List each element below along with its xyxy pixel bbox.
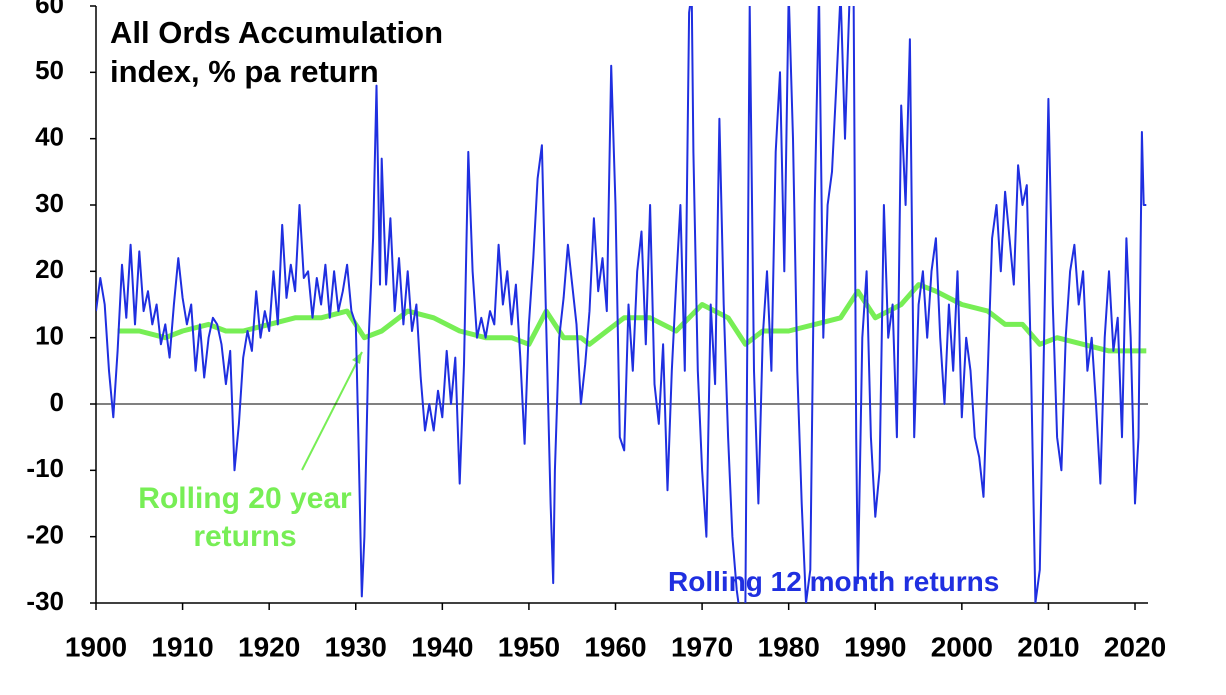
y-tick-label: 50 — [35, 55, 64, 85]
x-tick-label: 1920 — [238, 631, 300, 662]
plot-area — [96, 6, 1147, 603]
series-line — [96, 6, 1147, 603]
chart-title: All Ords Accumulation index, % pa return — [110, 15, 444, 89]
y-tick-label: 10 — [35, 321, 64, 351]
x-tick-label: 1940 — [411, 631, 473, 662]
x-tick-label: 1970 — [671, 631, 733, 662]
x-tick-label: 2000 — [931, 631, 993, 662]
x-tick-label: 1960 — [584, 631, 646, 662]
x-tick-label: 1990 — [844, 631, 906, 662]
y-tick-label: -30 — [26, 586, 64, 616]
series-label: Rolling 12 month returns — [668, 566, 1000, 597]
x-tick-label: 2010 — [1017, 631, 1079, 662]
x-tick-label: 2020 — [1104, 631, 1166, 662]
y-tick-label: 0 — [50, 387, 64, 417]
series-label: Rolling 20 year returns — [138, 482, 352, 553]
x-tick-label: 1910 — [151, 631, 213, 662]
x-tick-label: 1950 — [498, 631, 560, 662]
x-tick-label: 1980 — [758, 631, 820, 662]
x-tick-label: 1930 — [325, 631, 387, 662]
series-line — [117, 282, 1147, 354]
y-tick-label: -10 — [26, 453, 64, 483]
y-tick-label: 60 — [35, 0, 64, 19]
y-tick-label: 40 — [35, 122, 64, 152]
y-tick-label: 30 — [35, 188, 64, 218]
x-tick-label: 1900 — [65, 631, 127, 662]
y-tick-label: -20 — [26, 520, 64, 550]
annotation-arrow — [301, 351, 363, 471]
y-tick-label: 20 — [35, 254, 64, 284]
